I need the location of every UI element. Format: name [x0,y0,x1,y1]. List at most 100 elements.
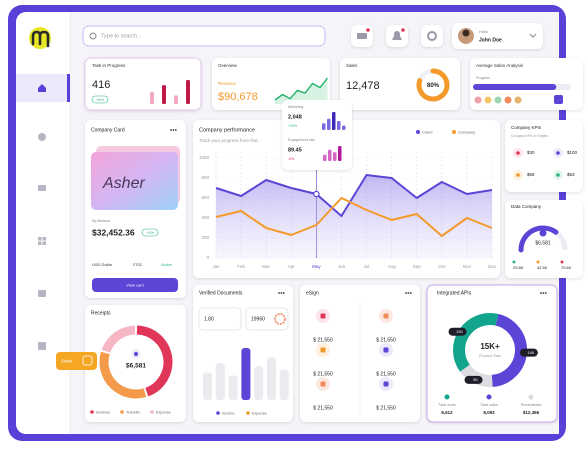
badge-text: +3% [146,230,155,235]
bar [323,154,327,161]
x-tick-label: Sep [413,264,422,269]
card-subtitle: Company KPIs on Targets [511,134,548,138]
esign-value: $ 21,550 [376,405,396,411]
ring [416,68,450,102]
popup-label: Engagement rate [288,138,315,142]
button[interactable] [92,278,178,292]
legend-dot [246,411,250,415]
card [85,305,186,422]
ring-label: 80% [427,83,440,89]
nav-folder[interactable] [38,290,46,297]
stat-value: 8,093 [483,410,495,415]
menu-dot[interactable] [544,292,547,294]
legend-label: Invoices [96,410,110,414]
popup-value: 2,048 [288,114,302,120]
kpi-value: 12,478 [346,80,380,92]
bar [332,112,336,130]
legend-label: Company [458,129,475,134]
menu-dot[interactable] [540,292,542,294]
donut-center: 15K+ [480,342,500,351]
bar [333,152,337,161]
legend-label: Income [222,411,234,415]
nav-user[interactable] [38,342,46,350]
legend-dot [416,130,420,134]
avatar [504,96,512,104]
icon-button[interactable] [421,25,443,47]
nav-home[interactable] [38,84,46,92]
stat-dot [536,260,540,264]
donut-segment [136,325,173,397]
y-tick-label: 200 [201,235,209,240]
bar [254,366,264,400]
donut-subtitle: Product Sale [479,354,501,358]
menu-dot[interactable] [542,292,545,294]
menu-dot[interactable] [170,129,172,131]
donut-segment [99,351,147,399]
menu-dot[interactable] [280,292,283,294]
bar [322,123,326,130]
menu-dot[interactable] [409,292,412,294]
x-tick-label: Feb [237,264,245,269]
badge [91,95,109,104]
balance: $32,452.36 [92,227,135,237]
kpi-item-value: $100 [567,150,578,155]
legend-dot [90,410,94,414]
bar [162,85,166,104]
kpi-icon-dot [516,151,520,155]
bar [267,357,276,400]
card [505,120,583,192]
x-tick-label: Jan [212,264,220,269]
badge [141,228,159,237]
stat-value: $12,366 [523,410,540,415]
legend-label: Expense [252,411,267,415]
greeting: Hello [479,29,489,34]
search-placeholder: Type to search... [101,33,142,39]
bar [215,363,225,400]
icon [392,31,402,40]
action[interactable] [554,95,563,104]
card-title: Integrated APIs [437,290,472,296]
esign-value: $ 21,550 [313,337,333,343]
card-title: Receipts [91,310,111,316]
gauge [518,225,559,253]
stat-box [198,307,242,331]
stat-value: 1.80 [204,316,214,322]
stat-dot [512,260,516,264]
menu-dot[interactable] [278,292,280,294]
status: Active [161,262,173,267]
menu-dot[interactable] [282,292,285,294]
bar [337,121,341,130]
card-title: Overview [218,63,238,68]
kpi-value: 416 [92,79,110,91]
bar [228,375,238,400]
icon [427,31,437,41]
card [426,284,558,423]
esign-icon-glyph [383,313,389,319]
menu-dot[interactable] [407,292,410,294]
nav-icons[interactable] [38,84,46,350]
stat-value: 29.8K [513,265,524,270]
floating-tag[interactable] [56,352,97,370]
chart-title: Company performance [199,127,255,133]
menu-dot[interactable] [172,129,175,131]
card-title: Average Sales Analysis [476,63,524,68]
nav-circle[interactable] [38,133,46,141]
user-name: John Doe [479,37,502,43]
esign-icon-glyph [383,347,389,353]
search-bar[interactable] [82,25,326,47]
nav-grid[interactable] [38,237,46,245]
menu-dot[interactable] [174,129,177,131]
x-tick-label: Dec [488,264,497,269]
legend-dot [452,130,456,134]
caption: My Balance [92,219,110,223]
user-card[interactable] [452,23,543,49]
header-icons[interactable] [351,25,443,47]
gauge-value: $6,581 [535,240,551,246]
kpi-icon-dot [556,151,560,155]
point-marker [313,190,320,198]
kpi-item-value: $68 [527,172,535,177]
esign-icon-glyph [320,313,326,319]
esign-value: $ 21,550 [376,371,396,377]
nav-card[interactable] [38,185,46,191]
menu-dot[interactable] [405,292,407,294]
